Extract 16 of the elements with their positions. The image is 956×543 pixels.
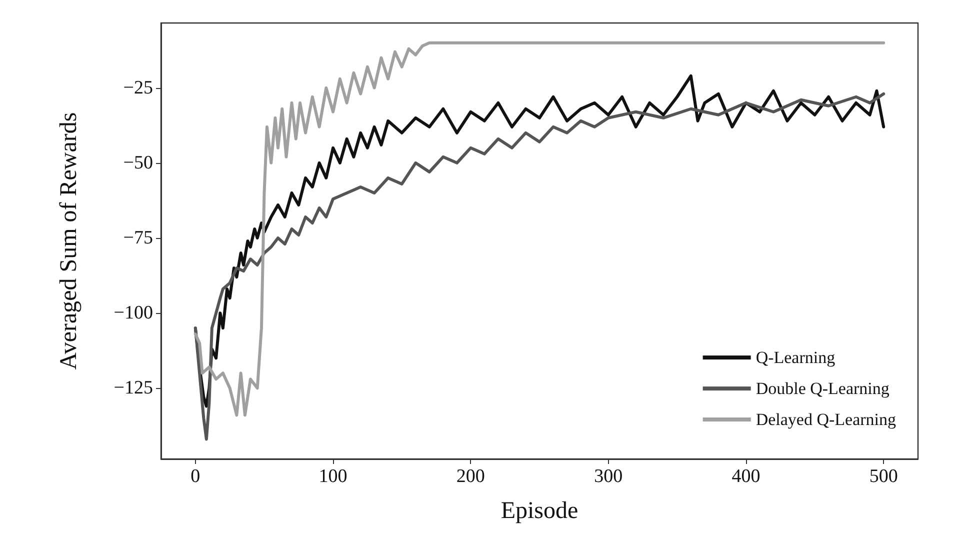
x-tick-label: 400 [732,466,760,487]
y-tick-label: −125 [114,378,153,399]
x-axis-title: Episode [500,498,578,524]
legend-label: Delayed Q-Learning [756,410,896,429]
y-axis-title: Averaged Sum of Rewards [56,112,82,370]
x-tick-label: 300 [594,466,623,487]
x-tick-label: 100 [318,466,348,487]
x-tick-label: 200 [456,466,485,487]
y-tick-label: −100 [114,302,153,324]
legend-label: Q-Learning [756,348,836,367]
legend-label: Double Q-Learning [756,379,890,398]
y-tick-label: −75 [123,227,153,248]
x-tick-label: 0 [190,466,200,487]
x-tick-label: 500 [869,466,898,487]
y-tick-label: −25 [123,77,153,98]
y-tick-label: −50 [123,152,153,174]
